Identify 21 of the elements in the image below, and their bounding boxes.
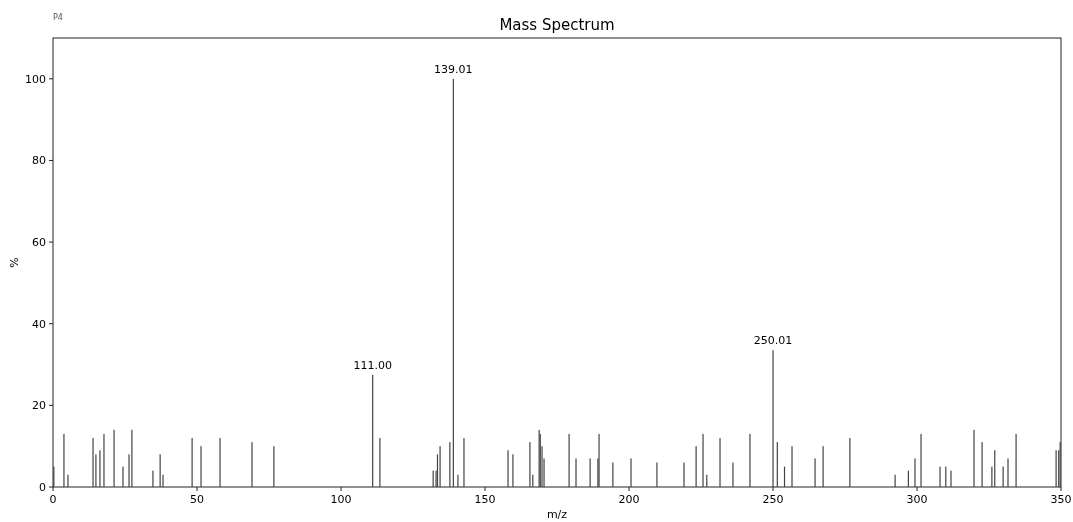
y-tick-label: 100 [25, 72, 46, 86]
annotation: 139.01 [434, 62, 473, 76]
x-tick-label: 150 [474, 493, 496, 506]
annotation: 250.01 [753, 334, 793, 348]
x-tick-label: 350 [1050, 493, 1072, 506]
x-tick-label: 300 [906, 493, 928, 506]
y-tick-label: 0 [39, 481, 46, 494]
chart-title: Mass Spectrum [499, 16, 615, 34]
x-tick-label: 50 [190, 493, 204, 506]
y-tick-label: 20 [32, 399, 46, 413]
y-tick-label: 60 [32, 236, 46, 250]
y-tick-label: 40 [32, 317, 46, 331]
x-tick-label: 250 [762, 493, 784, 506]
x-tick-label: 100 [330, 493, 352, 506]
annotation: 111.00 [353, 358, 392, 372]
x-tick-label: 0 [49, 493, 57, 506]
text: P4 [53, 13, 63, 22]
y-tick-label: 80 [32, 154, 46, 168]
y-axis-title: % [8, 257, 21, 268]
x-axis-title: m/z [546, 508, 568, 521]
x-tick-label: 200 [618, 493, 640, 506]
